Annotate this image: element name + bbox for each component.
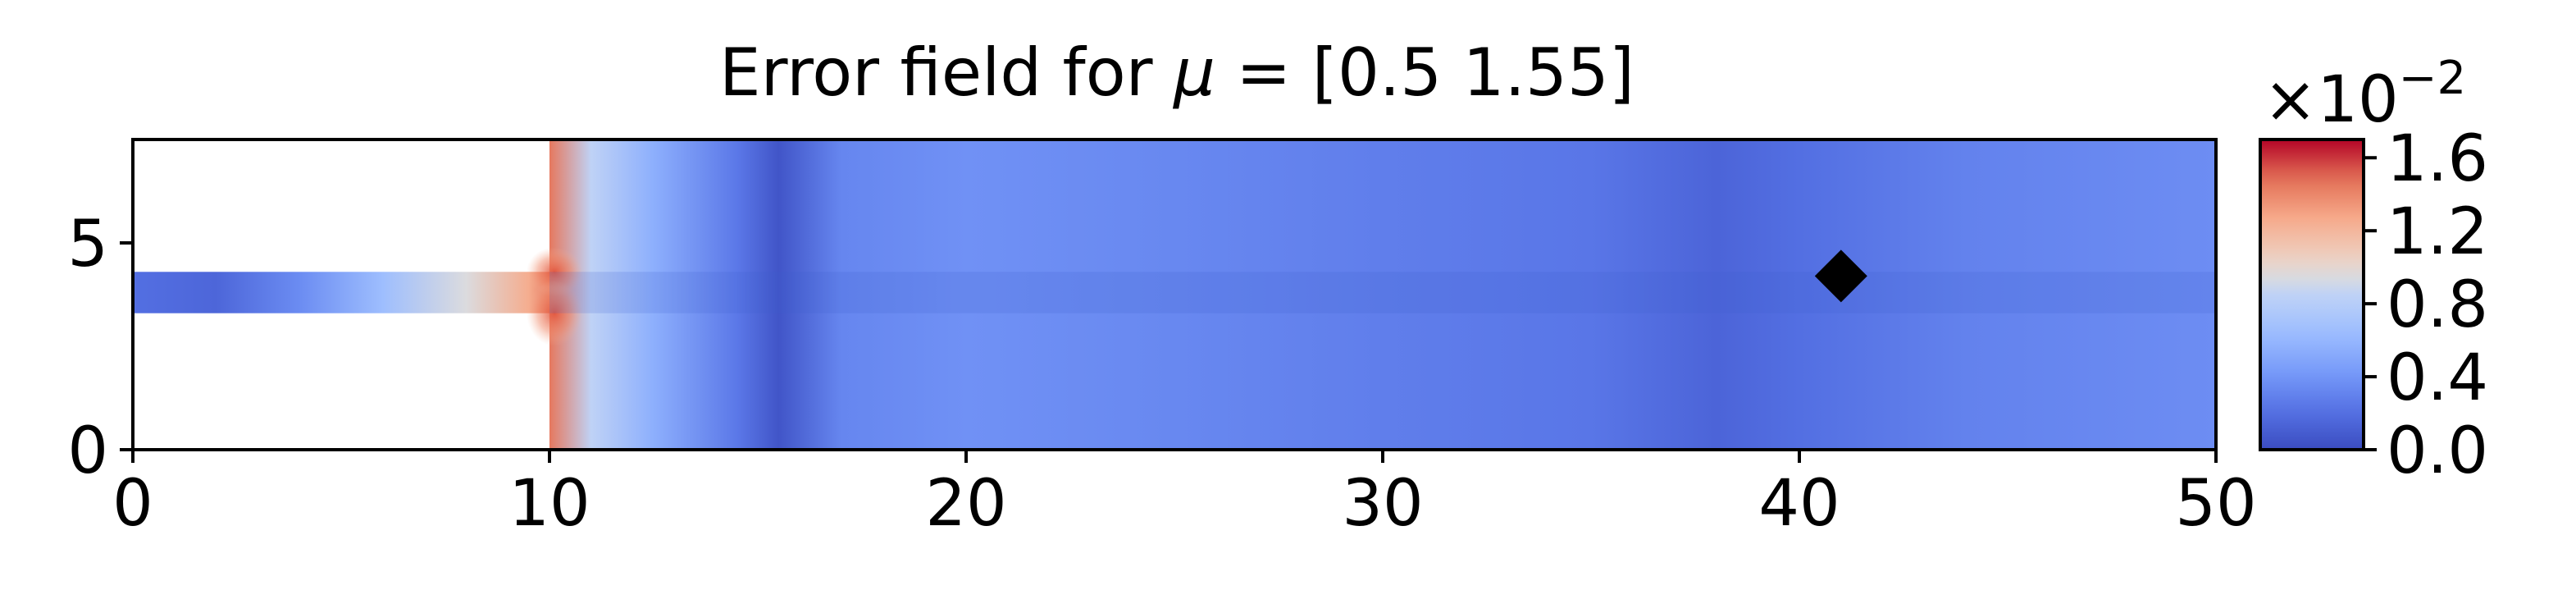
- colorbar-tick-label: 0.0: [2387, 414, 2488, 488]
- x-tick-label: 0: [112, 467, 153, 541]
- colorbar-tick-label: 1.2: [2387, 195, 2488, 269]
- x-tick-label: 20: [925, 467, 1006, 541]
- channel-field: [133, 272, 549, 313]
- plot-area: [131, 138, 2218, 451]
- y-axis: 05: [67, 208, 133, 488]
- colorbar-tick-label: 0.4: [2387, 341, 2488, 415]
- title-prefix: Error field for: [719, 34, 1174, 111]
- y-tick-label: 5: [67, 208, 108, 281]
- colorbar-ramp: [2260, 140, 2364, 450]
- y-tick-label: 0: [67, 414, 108, 488]
- x-tick-label: 50: [2175, 467, 2256, 541]
- colorbar-frame: [2259, 138, 2365, 451]
- colorbar-multiplier-base: ×10: [2264, 63, 2399, 137]
- title-symbol: μ: [1172, 34, 1215, 111]
- chamber-field: [549, 140, 2216, 450]
- x-tick-label: 40: [1758, 467, 1840, 541]
- colorbar-tick-label: 1.6: [2387, 122, 2488, 196]
- plot-frame: [131, 138, 2218, 451]
- colorbar: 0.00.40.81.21.6 ×10−2: [2259, 52, 2488, 488]
- chart-title: Error field for μ = [0.5 1.55]: [719, 34, 1635, 111]
- colorbar-ticks: 0.00.40.81.21.6: [2364, 122, 2488, 488]
- colorbar-tick-label: 0.8: [2387, 268, 2488, 342]
- colorbar-multiplier: ×10−2: [2264, 52, 2466, 137]
- centerline-band: [549, 272, 2216, 313]
- x-tick-label: 10: [508, 467, 590, 541]
- inlet-hotspot-bottom: [527, 280, 582, 346]
- title-suffix: = [0.5 1.55]: [1215, 34, 1635, 111]
- diamond-marker: [1814, 249, 1867, 303]
- x-axis: 0 10 20 30 40 50: [112, 450, 2257, 541]
- x-tick-label: 30: [1342, 467, 1423, 541]
- inlet-hotspot-top: [527, 247, 582, 297]
- colorbar-multiplier-exponent: −2: [2399, 52, 2467, 105]
